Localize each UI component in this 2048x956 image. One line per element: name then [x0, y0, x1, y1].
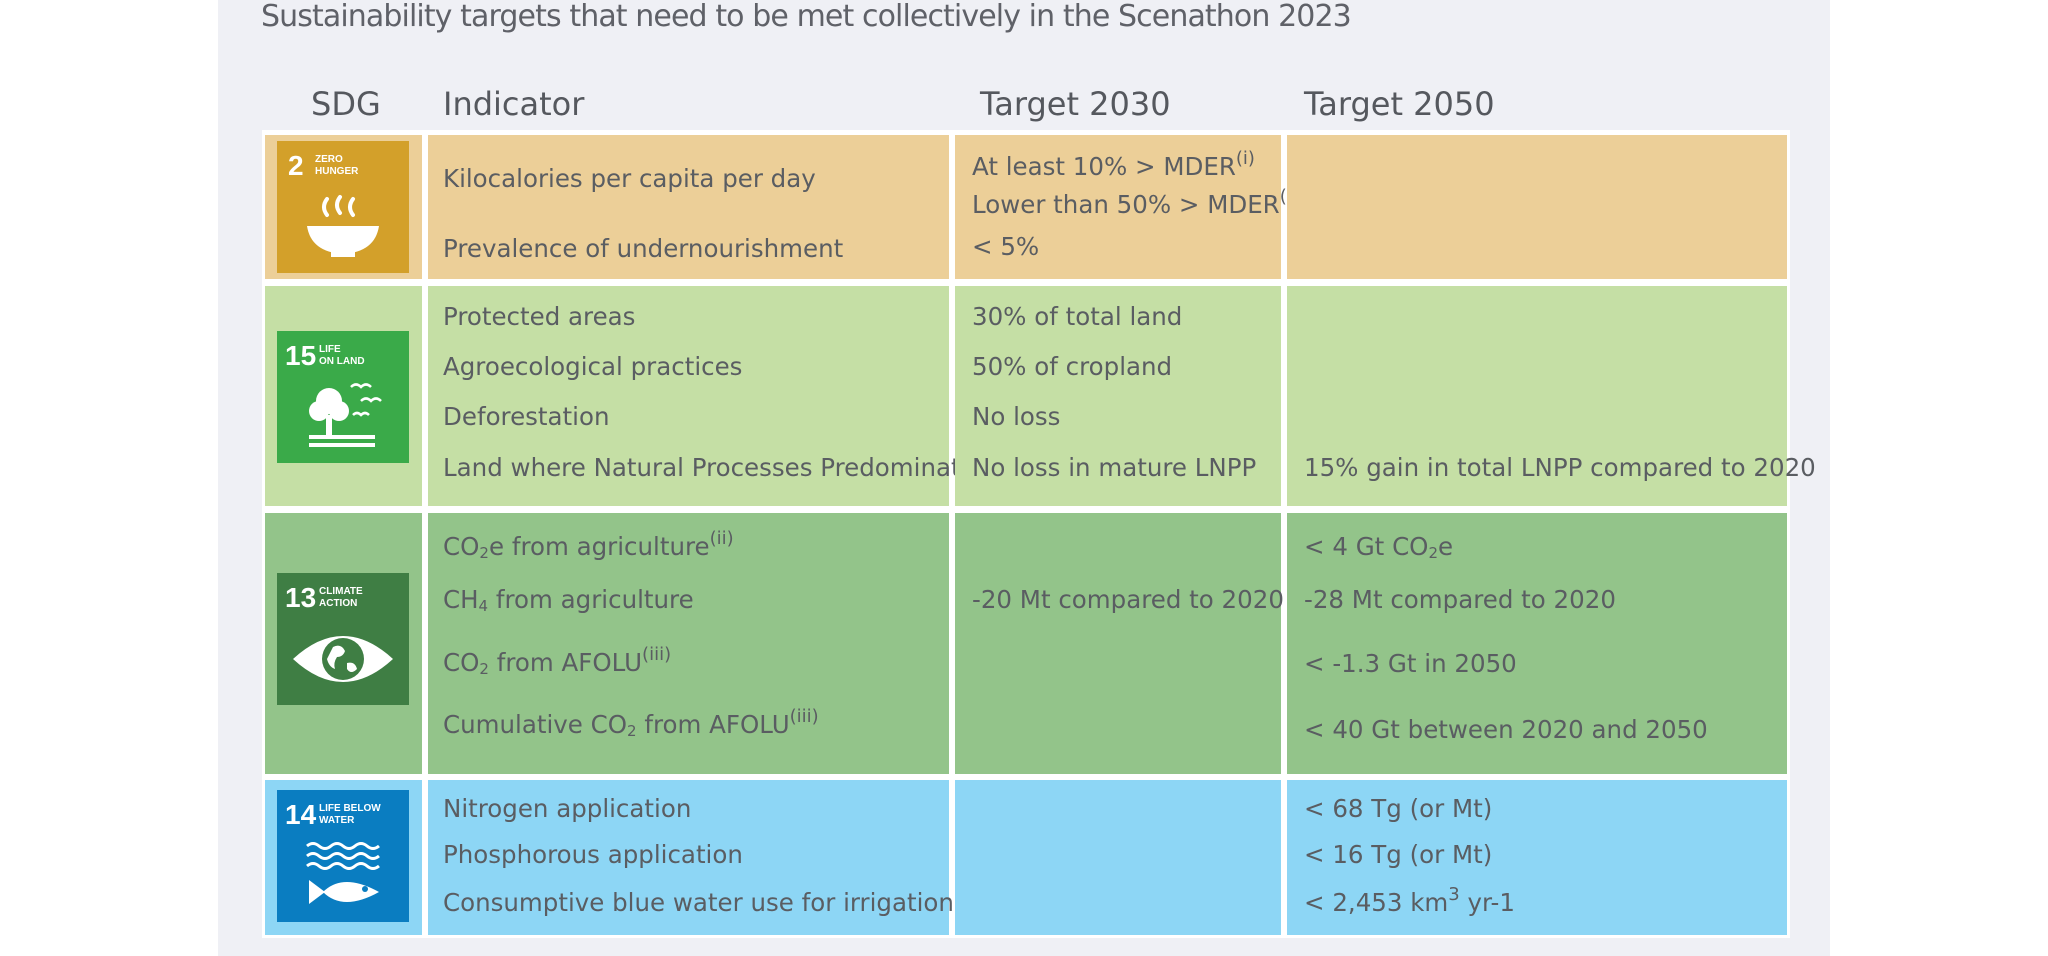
header-indicator: Indicator	[443, 85, 585, 123]
sdg-label-line2: WATER	[319, 815, 355, 826]
row-life-on-land-sdg-cell: 15 LIFE ON LAND	[265, 286, 422, 506]
target-2030-mder-10: At least 10% > MDER(i)	[972, 148, 1255, 182]
row-life-below-water-2030-cell	[955, 780, 1281, 935]
indicator-deforestation: Deforestation	[443, 402, 610, 431]
target-2050-phosphorous: < 16 Tg (or Mt)	[1304, 840, 1493, 869]
row-life-below-water-2050-cell: < 68 Tg (or Mt) < 16 Tg (or Mt) < 2,453 …	[1287, 780, 1787, 935]
indicator-co2e-agriculture: CO2e from agriculture(ii)	[443, 528, 734, 562]
indicator-co2-afolu: CO2 from AFOLU(iii)	[443, 644, 672, 678]
indicator-ch4-agriculture: CH4 from agriculture	[443, 585, 694, 615]
sdg-number: 13	[285, 582, 316, 613]
target-2030-deforestation: No loss	[972, 402, 1061, 431]
sdg-label-line1: ZERO	[315, 154, 343, 165]
header-target-2050: Target 2050	[1304, 85, 1495, 123]
row-climate-action-sdg-cell: 13 CLIMATE ACTION	[265, 513, 422, 774]
target-2050-ch4: -28 Mt compared to 2020	[1304, 585, 1616, 614]
row-life-below-water-sdg-cell: 14 LIFE BELOW WATER	[265, 780, 422, 935]
row-climate-action-indicator-cell: CO2e from agriculture(ii) CH4 from agric…	[428, 513, 949, 774]
target-2050-lnpp: 15% gain in total LNPP compared to 2020	[1304, 453, 1816, 482]
row-zero-hunger-2030-cell: At least 10% > MDER(i) Lower than 50% > …	[955, 135, 1299, 279]
row-life-on-land-indicator-cell: Protected areas Agroecological practices…	[428, 286, 976, 506]
sdg-number: 14	[285, 799, 317, 830]
row-zero-hunger-indicator-cell: Kilocalories per capita per day Prevalen…	[428, 135, 949, 279]
row-zero-hunger-sdg-cell: 2 ZERO HUNGER	[265, 135, 422, 279]
target-2050-nitrogen: < 68 Tg (or Mt)	[1304, 794, 1493, 823]
sdg2-tile: 2 ZERO HUNGER	[277, 141, 409, 273]
indicator-nitrogen: Nitrogen application	[443, 794, 692, 823]
sdg-number: 2	[288, 150, 304, 181]
sdg-label-line2: ACTION	[319, 598, 357, 609]
header-sdg: SDG	[311, 85, 381, 123]
target-2030-protected: 30% of total land	[972, 302, 1183, 331]
sdg14-tile: 14 LIFE BELOW WATER	[277, 790, 409, 922]
waves-fish-icon: 14 LIFE BELOW WATER	[285, 799, 381, 904]
sdg13-tile: 13 CLIMATE ACTION	[277, 573, 409, 705]
row-life-below-water-indicator-cell: Nitrogen application Phosphorous applica…	[428, 780, 954, 935]
target-2030-lnpp: No loss in mature LNPP	[972, 453, 1257, 482]
indicator-kilocalories: Kilocalories per capita per day	[443, 164, 816, 193]
row-zero-hunger-2050-cell	[1287, 135, 1787, 279]
target-2050-cumulative-co2: < 40 Gt between 2020 and 2050	[1304, 715, 1708, 744]
row-life-on-land-2050-cell: 15% gain in total LNPP compared to 2020	[1287, 286, 1816, 506]
target-2030-undernourishment: < 5%	[972, 232, 1040, 261]
indicator-phosphorous: Phosphorous application	[443, 840, 743, 869]
sdg15-tile: 15 LIFE ON LAND	[277, 331, 409, 463]
indicator-lnpp: Land where Natural Processes Predominate	[443, 453, 976, 482]
page-title: Sustainability targets that need to be m…	[261, 0, 1352, 34]
target-2050-co2-afolu: < -1.3 Gt in 2050	[1304, 649, 1517, 678]
target-2030-ch4: -20 Mt compared to 2020	[972, 585, 1284, 614]
row-life-on-land-2030-cell: 30% of total land 50% of cropland No los…	[955, 286, 1281, 506]
indicator-agroecological: Agroecological practices	[443, 352, 743, 381]
sdg-label-line2: ON LAND	[319, 356, 365, 367]
bowl-icon: 2 ZERO HUNGER	[288, 150, 379, 257]
sdg-label-line2: HUNGER	[315, 166, 359, 177]
targets-table: 2 ZERO HUNGER Kilocalories per capita pe…	[262, 130, 1816, 938]
indicator-cumulative-co2-afolu: Cumulative CO2 from AFOLU(iii)	[443, 706, 819, 740]
tree-birds-icon: 15 LIFE ON LAND	[285, 340, 382, 447]
sdg-label-line1: CLIMATE	[319, 586, 363, 597]
earth-eye-icon: 13 CLIMATE ACTION	[285, 582, 393, 682]
indicator-undernourishment: Prevalence of undernourishment	[443, 234, 844, 263]
sdg-label-line1: LIFE	[319, 344, 341, 355]
target-2030-mder-50: Lower than 50% > MDER(i)	[972, 188, 1299, 220]
indicator-protected-areas: Protected areas	[443, 302, 636, 331]
target-2050-co2e: < 4 Gt CO2e	[1304, 532, 1454, 562]
row-climate-action-2050-cell: < 4 Gt CO2e -28 Mt compared to 2020 < -1…	[1287, 513, 1787, 774]
target-2050-blue-water: < 2,453 km3 yr-1	[1304, 884, 1515, 918]
row-climate-action-2030-cell: -20 Mt compared to 2020	[955, 513, 1284, 774]
sdg-label-line1: LIFE BELOW	[319, 803, 381, 814]
target-2030-agroecological: 50% of cropland	[972, 352, 1173, 381]
indicator-blue-water: Consumptive blue water use for irrigatio…	[443, 888, 954, 917]
sdg-number: 15	[285, 340, 316, 371]
header-target-2030: Target 2030	[980, 85, 1171, 123]
